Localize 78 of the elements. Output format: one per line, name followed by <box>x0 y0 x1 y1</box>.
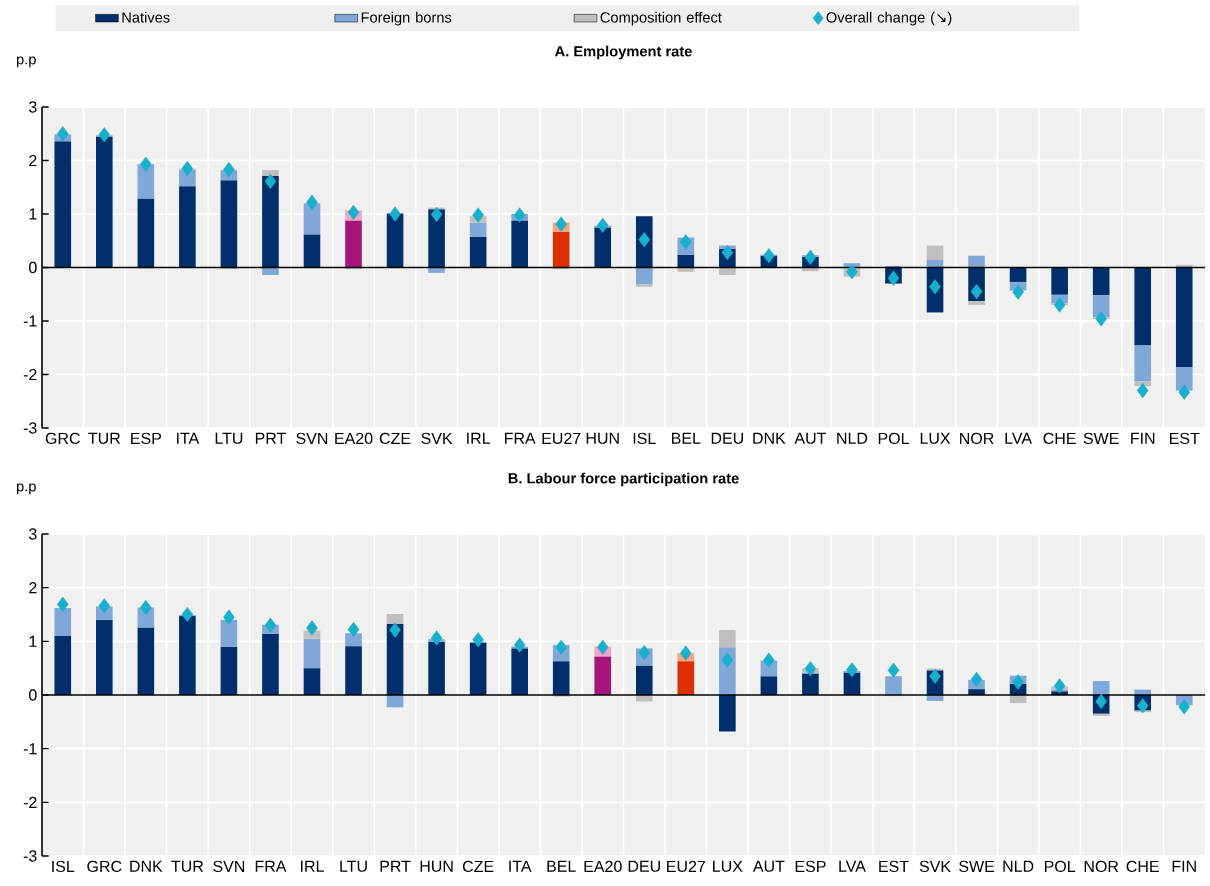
x-tick-label: LTU <box>340 860 367 872</box>
x-tick-label: AUT <box>752 860 785 872</box>
x-tick-label: TUR <box>88 432 120 444</box>
y-axis-title: p.p <box>16 56 36 68</box>
y-tick-label: -2 <box>23 796 37 808</box>
x-tick-label: ESP <box>795 860 826 873</box>
x-tick-label: SWE <box>1083 432 1119 445</box>
x-tick-label: LTU <box>215 432 243 444</box>
x-tick-label: FIN <box>1172 860 1196 872</box>
x-tick-label: FRA <box>255 860 287 872</box>
x-tick-label: HUN <box>420 860 453 872</box>
x-tick-label: LUX <box>920 432 951 444</box>
x-tick-label: PRT <box>380 860 411 872</box>
y-tick-label: 3 <box>29 528 37 540</box>
y-tick-label: 1 <box>29 635 37 647</box>
x-tick-label: PRT <box>255 432 286 444</box>
legend-label: Foreign borns <box>361 11 452 26</box>
y-tick-label: 1 <box>29 208 37 220</box>
x-tick-label: EU27 <box>542 432 581 445</box>
x-tick-label: POL <box>1044 860 1076 873</box>
x-tick-label: IRL <box>467 432 491 444</box>
x-tick-label: FRA <box>504 432 536 444</box>
legend-label: Overall change (↘) <box>826 11 952 26</box>
x-tick-label: TUR <box>171 860 204 872</box>
x-tick-label: DNK <box>753 432 786 444</box>
y-tick-label: -3 <box>23 850 37 862</box>
y-tick-label: 3 <box>29 101 37 113</box>
x-tick-label: CZE <box>379 432 411 445</box>
y-tick-label: -1 <box>23 743 37 755</box>
x-tick-label: SWE <box>959 860 995 873</box>
x-tick-label: LVA <box>839 860 866 872</box>
x-tick-label: CZE <box>462 860 494 873</box>
x-tick-label: EST <box>879 860 909 873</box>
x-tick-label: NOR <box>1084 860 1119 873</box>
x-tick-label: ISL <box>633 432 656 445</box>
x-tick-label: DEU <box>711 432 743 444</box>
y-tick-label: -2 <box>23 368 37 381</box>
x-tick-label: BEL <box>547 860 576 872</box>
chart-title: A. Employment rate <box>554 45 692 60</box>
y-tick-label: 0 <box>29 261 37 274</box>
y-tick-label: -1 <box>23 315 37 327</box>
y-tick-label: 0 <box>29 689 37 701</box>
legend-label: Composition effect <box>600 11 722 26</box>
y-axis-title: p.p <box>16 483 36 495</box>
y-tick-label: 2 <box>29 154 37 167</box>
x-tick-label: CHE <box>1126 860 1159 873</box>
x-tick-label: POL <box>878 432 909 445</box>
x-tick-label: BEL <box>672 432 701 444</box>
y-tick-label: 2 <box>29 582 37 594</box>
x-tick-label: EA20 <box>335 432 373 445</box>
x-tick-label: DEU <box>628 860 660 872</box>
chart-title: B. Labour force participation rate <box>508 472 739 487</box>
x-tick-label: EST <box>1170 432 1200 445</box>
x-tick-label: NLD <box>837 432 868 444</box>
x-tick-label: FIN <box>1131 432 1155 444</box>
x-tick-label: AUT <box>794 432 827 444</box>
x-tick-label: EU27 <box>667 860 706 873</box>
x-tick-label: LUX <box>713 860 743 872</box>
x-tick-label: ESP <box>131 432 162 445</box>
x-tick-label: NLD <box>1003 860 1034 872</box>
x-tick-label: SVN <box>213 860 245 873</box>
x-tick-label: ITA <box>509 860 532 872</box>
x-tick-label: GRC <box>87 860 122 873</box>
x-tick-label: SVN <box>296 432 328 445</box>
x-tick-label: SVK <box>919 860 951 873</box>
x-tick-label: EA20 <box>584 860 622 873</box>
y-tick-label: -3 <box>23 422 37 434</box>
legend-label: Natives <box>122 11 170 23</box>
x-tick-label: IRL <box>301 860 324 872</box>
x-tick-label: LVA <box>1005 432 1033 444</box>
x-tick-label: ISL <box>52 860 75 873</box>
x-tick-label: SVK <box>421 432 453 445</box>
x-tick-label: NOR <box>960 432 994 445</box>
x-tick-label: DNK <box>130 860 163 872</box>
x-tick-label: GRC <box>45 432 80 445</box>
x-tick-label: CHE <box>1043 432 1076 445</box>
x-tick-label: ITA <box>177 432 200 444</box>
x-tick-label: HUN <box>586 432 619 444</box>
